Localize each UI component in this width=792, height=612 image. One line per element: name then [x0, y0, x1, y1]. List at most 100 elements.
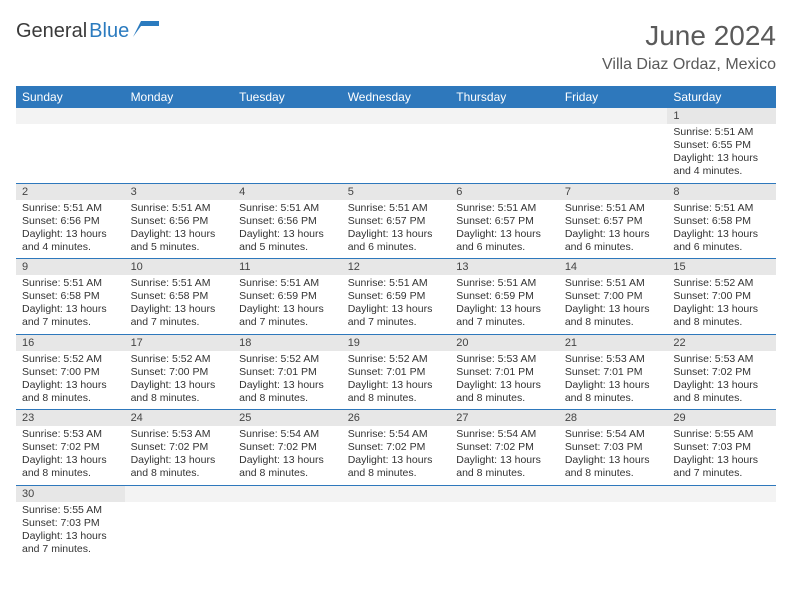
sunset-text: Sunset: 7:00 PM — [565, 290, 662, 303]
day-number-bar — [559, 108, 668, 124]
day-number: 27 — [450, 410, 559, 426]
day-number: 26 — [342, 410, 451, 426]
calendar-day: 23Sunrise: 5:53 AMSunset: 7:02 PMDayligh… — [16, 410, 125, 486]
daylight-text: Daylight: 13 hours and 8 minutes. — [565, 454, 662, 480]
calendar-day: 1Sunrise: 5:51 AMSunset: 6:55 PMDaylight… — [667, 108, 776, 183]
calendar-day: 10Sunrise: 5:51 AMSunset: 6:58 PMDayligh… — [125, 259, 234, 335]
sunrise-text: Sunrise: 5:53 AM — [673, 353, 770, 366]
calendar-empty — [559, 485, 668, 560]
weekday-header: Wednesday — [342, 86, 451, 108]
calendar-body: 1Sunrise: 5:51 AMSunset: 6:55 PMDaylight… — [16, 108, 776, 560]
sunrise-text: Sunrise: 5:52 AM — [22, 353, 119, 366]
daylight-text: Daylight: 13 hours and 8 minutes. — [131, 379, 228, 405]
daylight-text: Daylight: 13 hours and 5 minutes. — [239, 228, 336, 254]
daylight-text: Daylight: 13 hours and 8 minutes. — [22, 454, 119, 480]
sunset-text: Sunset: 7:00 PM — [131, 366, 228, 379]
calendar-day: 29Sunrise: 5:55 AMSunset: 7:03 PMDayligh… — [667, 410, 776, 486]
calendar-day: 27Sunrise: 5:54 AMSunset: 7:02 PMDayligh… — [450, 410, 559, 486]
sunrise-text: Sunrise: 5:55 AM — [22, 504, 119, 517]
sunrise-text: Sunrise: 5:54 AM — [565, 428, 662, 441]
day-number: 11 — [233, 259, 342, 275]
calendar-day: 30Sunrise: 5:55 AMSunset: 7:03 PMDayligh… — [16, 485, 125, 560]
day-details: Sunrise: 5:51 AMSunset: 6:58 PMDaylight:… — [125, 275, 234, 334]
day-number: 24 — [125, 410, 234, 426]
daylight-text: Daylight: 13 hours and 8 minutes. — [565, 303, 662, 329]
daylight-text: Daylight: 13 hours and 8 minutes. — [131, 454, 228, 480]
calendar-day: 17Sunrise: 5:52 AMSunset: 7:00 PMDayligh… — [125, 334, 234, 410]
day-number: 22 — [667, 335, 776, 351]
calendar-week: 30Sunrise: 5:55 AMSunset: 7:03 PMDayligh… — [16, 485, 776, 560]
calendar-day: 22Sunrise: 5:53 AMSunset: 7:02 PMDayligh… — [667, 334, 776, 410]
sunrise-text: Sunrise: 5:53 AM — [565, 353, 662, 366]
calendar-day: 24Sunrise: 5:53 AMSunset: 7:02 PMDayligh… — [125, 410, 234, 486]
day-details: Sunrise: 5:51 AMSunset: 6:56 PMDaylight:… — [125, 200, 234, 259]
calendar-day: 11Sunrise: 5:51 AMSunset: 6:59 PMDayligh… — [233, 259, 342, 335]
day-details: Sunrise: 5:51 AMSunset: 6:55 PMDaylight:… — [667, 124, 776, 183]
calendar-empty — [559, 108, 668, 183]
calendar-empty — [125, 108, 234, 183]
sunset-text: Sunset: 7:01 PM — [456, 366, 553, 379]
sunrise-text: Sunrise: 5:51 AM — [348, 277, 445, 290]
sunrise-text: Sunrise: 5:51 AM — [456, 202, 553, 215]
daylight-text: Daylight: 13 hours and 7 minutes. — [456, 303, 553, 329]
day-number: 4 — [233, 184, 342, 200]
sunset-text: Sunset: 7:02 PM — [456, 441, 553, 454]
day-details: Sunrise: 5:54 AMSunset: 7:02 PMDaylight:… — [342, 426, 451, 485]
day-number-bar — [125, 486, 234, 502]
daylight-text: Daylight: 13 hours and 5 minutes. — [131, 228, 228, 254]
day-number: 16 — [16, 335, 125, 351]
daylight-text: Daylight: 13 hours and 6 minutes. — [456, 228, 553, 254]
calendar-day: 13Sunrise: 5:51 AMSunset: 6:59 PMDayligh… — [450, 259, 559, 335]
calendar-day: 18Sunrise: 5:52 AMSunset: 7:01 PMDayligh… — [233, 334, 342, 410]
calendar-head: SundayMondayTuesdayWednesdayThursdayFrid… — [16, 86, 776, 108]
calendar-empty — [667, 485, 776, 560]
day-details: Sunrise: 5:53 AMSunset: 7:02 PMDaylight:… — [125, 426, 234, 485]
calendar-day: 6Sunrise: 5:51 AMSunset: 6:57 PMDaylight… — [450, 183, 559, 259]
daylight-text: Daylight: 13 hours and 8 minutes. — [239, 379, 336, 405]
day-number: 19 — [342, 335, 451, 351]
calendar-day: 9Sunrise: 5:51 AMSunset: 6:58 PMDaylight… — [16, 259, 125, 335]
calendar-empty — [233, 485, 342, 560]
daylight-text: Daylight: 13 hours and 6 minutes. — [673, 228, 770, 254]
day-details: Sunrise: 5:51 AMSunset: 6:57 PMDaylight:… — [342, 200, 451, 259]
sunrise-text: Sunrise: 5:51 AM — [565, 202, 662, 215]
day-number: 28 — [559, 410, 668, 426]
sunrise-text: Sunrise: 5:54 AM — [239, 428, 336, 441]
sunrise-text: Sunrise: 5:51 AM — [565, 277, 662, 290]
calendar-empty — [342, 108, 451, 183]
sunrise-text: Sunrise: 5:53 AM — [456, 353, 553, 366]
calendar-week: 2Sunrise: 5:51 AMSunset: 6:56 PMDaylight… — [16, 183, 776, 259]
day-details: Sunrise: 5:55 AMSunset: 7:03 PMDaylight:… — [16, 502, 125, 561]
sunset-text: Sunset: 7:02 PM — [22, 441, 119, 454]
day-number: 7 — [559, 184, 668, 200]
sunrise-text: Sunrise: 5:51 AM — [673, 202, 770, 215]
day-details: Sunrise: 5:54 AMSunset: 7:02 PMDaylight:… — [233, 426, 342, 485]
sunset-text: Sunset: 7:00 PM — [673, 290, 770, 303]
weekday-header: Sunday — [16, 86, 125, 108]
weekday-header: Thursday — [450, 86, 559, 108]
daylight-text: Daylight: 13 hours and 8 minutes. — [348, 454, 445, 480]
day-number-bar — [233, 108, 342, 124]
day-number-bar — [125, 108, 234, 124]
brand-text-blue: Blue — [89, 20, 129, 43]
calendar-day: 3Sunrise: 5:51 AMSunset: 6:56 PMDaylight… — [125, 183, 234, 259]
sunset-text: Sunset: 7:02 PM — [131, 441, 228, 454]
sunset-text: Sunset: 7:01 PM — [348, 366, 445, 379]
day-number: 3 — [125, 184, 234, 200]
title-block: June 2024 Villa Diaz Ordaz, Mexico — [602, 20, 776, 74]
sunset-text: Sunset: 7:01 PM — [565, 366, 662, 379]
daylight-text: Daylight: 13 hours and 7 minutes. — [239, 303, 336, 329]
day-details: Sunrise: 5:51 AMSunset: 6:58 PMDaylight:… — [667, 200, 776, 259]
day-details: Sunrise: 5:51 AMSunset: 6:57 PMDaylight:… — [559, 200, 668, 259]
day-details: Sunrise: 5:52 AMSunset: 7:01 PMDaylight:… — [233, 351, 342, 410]
sunset-text: Sunset: 7:03 PM — [22, 517, 119, 530]
sunrise-text: Sunrise: 5:52 AM — [348, 353, 445, 366]
sunrise-text: Sunrise: 5:51 AM — [22, 277, 119, 290]
day-number: 9 — [16, 259, 125, 275]
brand-logo: GeneralBlue — [16, 20, 159, 43]
calendar-empty — [450, 485, 559, 560]
calendar-empty — [125, 485, 234, 560]
day-details: Sunrise: 5:53 AMSunset: 7:02 PMDaylight:… — [667, 351, 776, 410]
calendar-day: 21Sunrise: 5:53 AMSunset: 7:01 PMDayligh… — [559, 334, 668, 410]
sunset-text: Sunset: 6:58 PM — [22, 290, 119, 303]
